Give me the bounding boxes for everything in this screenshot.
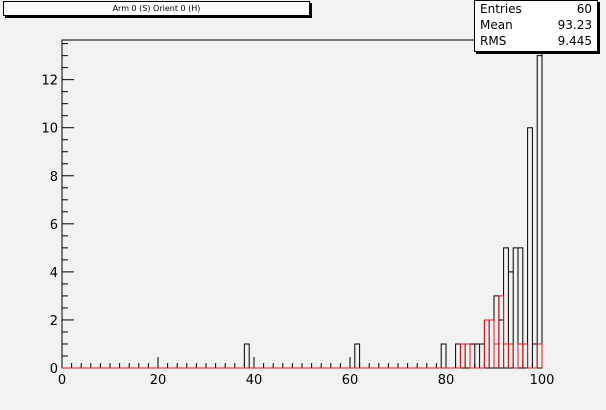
histogram-series-0-bin <box>537 56 542 368</box>
axes <box>61 39 543 369</box>
stats-row-rms: RMS 9.445 <box>475 33 597 49</box>
statistics-box: Entries 60 Mean 93.23 RMS 9.445 <box>474 0 598 52</box>
histogram-series-1-bin <box>484 320 489 368</box>
y-tick-label: 0 <box>50 362 58 377</box>
stats-mean-value: 93.23 <box>557 18 592 32</box>
x-tick-label: 100 <box>530 373 555 388</box>
histogram-series-0-bin <box>528 128 533 368</box>
stats-entries-label: Entries <box>480 2 522 16</box>
histogram-series-1-bin <box>537 344 542 368</box>
y-tick-label: 12 <box>41 74 58 89</box>
stats-rms-value: 9.445 <box>557 34 592 48</box>
stats-row-mean: Mean 93.23 <box>475 17 597 33</box>
y-tick-label: 6 <box>50 218 58 233</box>
histogram-series-1-bin <box>499 296 504 368</box>
histogram-series-1-bin <box>508 344 513 368</box>
stats-mean-label: Mean <box>480 18 513 32</box>
y-tick-label: 4 <box>50 266 58 281</box>
stats-rms-label: RMS <box>480 34 507 48</box>
histogram-series-1-bin <box>465 344 470 368</box>
histogram-series-0-bin <box>470 344 475 368</box>
histogram-series-0-bin <box>480 344 485 368</box>
histogram-series-1-bin <box>504 344 509 368</box>
x-tick-label: 40 <box>246 373 263 388</box>
histogram-series-0-bin <box>441 344 446 368</box>
y-axis-ticks: 0 2 4 6 8 10 12 <box>41 43 74 377</box>
histogram-series-0-bin <box>456 344 461 368</box>
histogram-series-1-bin <box>523 344 528 368</box>
histogram-series-0-bin <box>475 344 480 368</box>
histogram-series-1-bin <box>518 344 523 368</box>
histogram-series-1-bin <box>489 320 494 368</box>
histogram-series-0-bin <box>513 248 518 368</box>
histogram-title: Arm 0 (S) Orient 0 (H) <box>3 1 310 16</box>
histogram-series-0-bin <box>244 344 249 368</box>
histogram-series-1-bin <box>460 344 465 368</box>
y-tick-label: 2 <box>50 314 58 329</box>
stats-row-entries: Entries 60 <box>475 1 597 17</box>
histogram-series-0-bin <box>532 344 537 368</box>
histogram-series <box>62 55 543 369</box>
y-tick-label: 10 <box>41 122 58 137</box>
x-tick-label: 0 <box>58 373 66 388</box>
x-tick-label: 20 <box>150 373 167 388</box>
x-tick-label: 60 <box>342 373 359 388</box>
y-tick-label: 8 <box>50 170 58 185</box>
plot-frame <box>61 39 543 369</box>
histogram-series-0-bin <box>355 344 360 368</box>
stats-entries-value: 60 <box>576 2 592 16</box>
histogram-series-1-outline <box>62 295 543 369</box>
x-tick-label: 80 <box>438 373 455 388</box>
histogram-series-1-bin <box>494 344 499 368</box>
